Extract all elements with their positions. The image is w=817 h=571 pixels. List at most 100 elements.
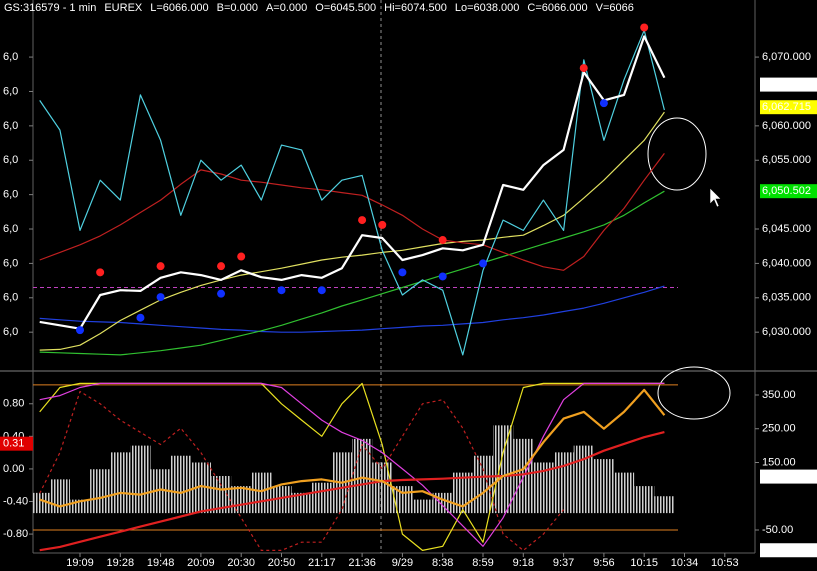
signal-dot — [156, 293, 165, 302]
x-tick-label: 9:18 — [513, 557, 534, 569]
signal-dot — [438, 236, 447, 245]
y-tick-label: 6,0 — [3, 257, 18, 269]
histogram-bar — [150, 469, 171, 514]
signal-dot — [156, 262, 165, 271]
header-item: Hi=6074.500 — [384, 2, 447, 14]
signal-dot — [438, 272, 447, 281]
x-tick-label: 9:37 — [553, 557, 574, 569]
x-tick-label: 19:48 — [147, 557, 175, 569]
histogram-bar — [533, 462, 554, 514]
y-tick-label: 6,0 — [3, 292, 18, 304]
header-item: L=6066.000 — [150, 2, 208, 14]
y2-tick-label: 6,055.000 — [762, 154, 811, 166]
x-tick-label: 20:50 — [268, 557, 296, 569]
signal-dot — [217, 289, 226, 298]
y-tick-label: -0.40 — [3, 495, 28, 507]
histogram-bar — [352, 438, 373, 514]
signal-dot — [599, 99, 608, 108]
y-tick-label: -0.80 — [3, 528, 28, 540]
y-tick-label: 6,0 — [3, 85, 18, 97]
header-item: O=6045.500 — [315, 2, 376, 14]
histogram-bar — [412, 499, 433, 514]
x-tick-label: 20:09 — [187, 557, 215, 569]
value-box — [760, 543, 817, 558]
value-box — [760, 184, 817, 199]
histogram-bar — [553, 452, 574, 514]
y-tick-label: 6,0 — [3, 189, 18, 201]
series-line — [39, 29, 665, 356]
value-box-label: 6,066.000 — [762, 78, 811, 90]
x-tick-label: 21:17 — [308, 557, 336, 569]
y2-tick-label: 6,060.000 — [762, 120, 811, 132]
y2-tick-label: 6,035.000 — [762, 292, 811, 304]
y-tick-label: 0.80 — [3, 398, 24, 410]
signal-dot — [136, 313, 145, 322]
histogram-bar — [392, 486, 413, 514]
y2-tick-label: 350.00 — [762, 389, 796, 401]
x-tick-label: 8:38 — [432, 557, 453, 569]
signal-dot — [317, 286, 326, 295]
series-line — [39, 111, 665, 351]
value-box — [760, 469, 817, 484]
x-tick-label: 9:56 — [593, 557, 614, 569]
value-box-label: 108.23 — [762, 470, 796, 482]
signal-dot — [358, 216, 367, 225]
histogram-bar — [251, 472, 272, 514]
panel — [33, 382, 678, 552]
signal-dot — [76, 326, 84, 335]
series-line — [39, 390, 565, 551]
value-box-label: 0.31 — [3, 438, 24, 450]
header-item: V=6066 — [596, 2, 634, 14]
x-tick-label: 20:30 — [227, 557, 255, 569]
histogram-bar — [472, 455, 494, 514]
series-line — [39, 388, 666, 508]
value-box-label: 6,050.502 — [762, 185, 811, 197]
signal-dot — [398, 268, 407, 277]
histogram-bar — [493, 425, 514, 514]
histogram-bar — [372, 462, 393, 514]
header-item: Lo=6038.000 — [455, 2, 520, 14]
signal-dot — [479, 259, 487, 268]
histogram-bar — [33, 492, 50, 514]
series-line — [39, 431, 665, 552]
signal-dot — [277, 286, 286, 295]
series-line — [39, 382, 665, 547]
histogram-bar — [49, 479, 70, 514]
y-tick-label: 6,0 — [3, 154, 18, 166]
x-tick-label: 21:36 — [348, 557, 376, 569]
value-box-label: -110.00 — [762, 544, 799, 556]
header-item: C=6066.000 — [527, 2, 587, 14]
signal-dot — [96, 268, 105, 277]
histogram-bar — [170, 455, 191, 514]
annotation-circle — [647, 117, 707, 191]
histogram-bar — [311, 482, 332, 514]
value-box-label: 6,062.715 — [762, 101, 811, 113]
histogram-bar — [291, 492, 312, 514]
header-item: B=0.000 — [217, 2, 258, 14]
y2-tick-label: 6,070.000 — [762, 51, 811, 63]
histogram-bar — [654, 496, 675, 514]
histogram-bar — [110, 452, 131, 514]
x-tick-label: 9/29 — [392, 557, 413, 569]
header-item: GS:316579 - 1 min — [4, 2, 96, 14]
x-tick-label: 10:34 — [671, 557, 699, 569]
histogram-bar — [573, 445, 594, 514]
annotation-circle — [657, 366, 731, 420]
y-tick-label: 0.00 — [3, 463, 24, 475]
histogram-bar — [634, 486, 655, 514]
x-tick-label: 19:09 — [66, 557, 94, 569]
x-tick-label: 10:15 — [630, 557, 658, 569]
histogram-bar — [613, 472, 635, 514]
mouse-cursor — [709, 187, 722, 208]
x-tick-label: 10:53 — [711, 557, 739, 569]
value-box — [760, 100, 817, 115]
value-box — [0, 436, 33, 451]
x-tick-label: 8:59 — [472, 557, 493, 569]
histogram-bar — [593, 459, 614, 514]
y2-tick-label: 6,030.000 — [762, 326, 811, 338]
series-line — [39, 285, 665, 333]
x-tick-label: 19:28 — [107, 557, 135, 569]
signal-dot — [579, 64, 588, 73]
series-line — [39, 190, 665, 356]
signal-dot — [640, 23, 649, 32]
